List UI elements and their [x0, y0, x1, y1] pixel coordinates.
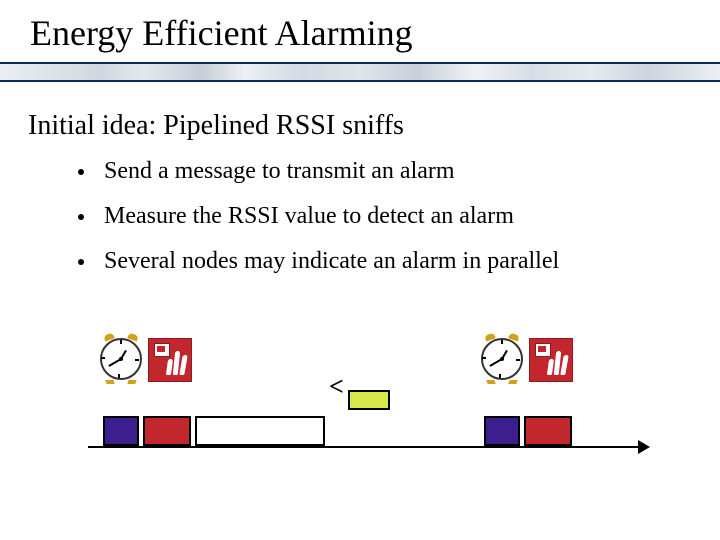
- bullet-item: Measure the RSSI value to detect an alar…: [78, 203, 559, 230]
- less-than-symbol: <: [329, 372, 344, 402]
- timeline-axis: [88, 446, 648, 448]
- timeline-block-purple: [484, 416, 520, 446]
- bullet-item: Several nodes may indicate an alarm in p…: [78, 248, 559, 275]
- fire-alarm-icon: [529, 338, 573, 382]
- timeline-block-yellow: [348, 390, 390, 410]
- bullet-list: Send a message to transmit an alarm Meas…: [78, 158, 559, 293]
- bullet-dot-icon: [78, 214, 84, 220]
- fire-alarm-icon: [148, 338, 192, 382]
- bullet-text: Measure the RSSI value to detect an alar…: [104, 203, 514, 229]
- timeline-block-red: [524, 416, 572, 446]
- timeline-block-red: [143, 416, 191, 446]
- rule-texture: [0, 62, 720, 80]
- bullet-dot-icon: [78, 169, 84, 175]
- rule-line-top: [0, 62, 720, 64]
- timeline-diagram: <: [88, 330, 648, 470]
- clock-icon: [481, 338, 523, 380]
- timeline-arrow-icon: [638, 440, 650, 454]
- timeline-block-purple: [103, 416, 139, 446]
- rule-line-bottom: [0, 80, 720, 82]
- timeline-block-white: [195, 416, 325, 446]
- bullet-item: Send a message to transmit an alarm: [78, 158, 559, 185]
- bullet-dot-icon: [78, 259, 84, 265]
- clock-icon: [100, 338, 142, 380]
- slide-subtitle: Initial idea: Pipelined RSSI sniffs: [28, 110, 404, 142]
- slide-title: Energy Efficient Alarming: [30, 12, 413, 54]
- slide: Energy Efficient Alarming Initial idea: …: [0, 0, 720, 540]
- bullet-text: Several nodes may indicate an alarm in p…: [104, 248, 559, 274]
- bullet-text: Send a message to transmit an alarm: [104, 158, 455, 184]
